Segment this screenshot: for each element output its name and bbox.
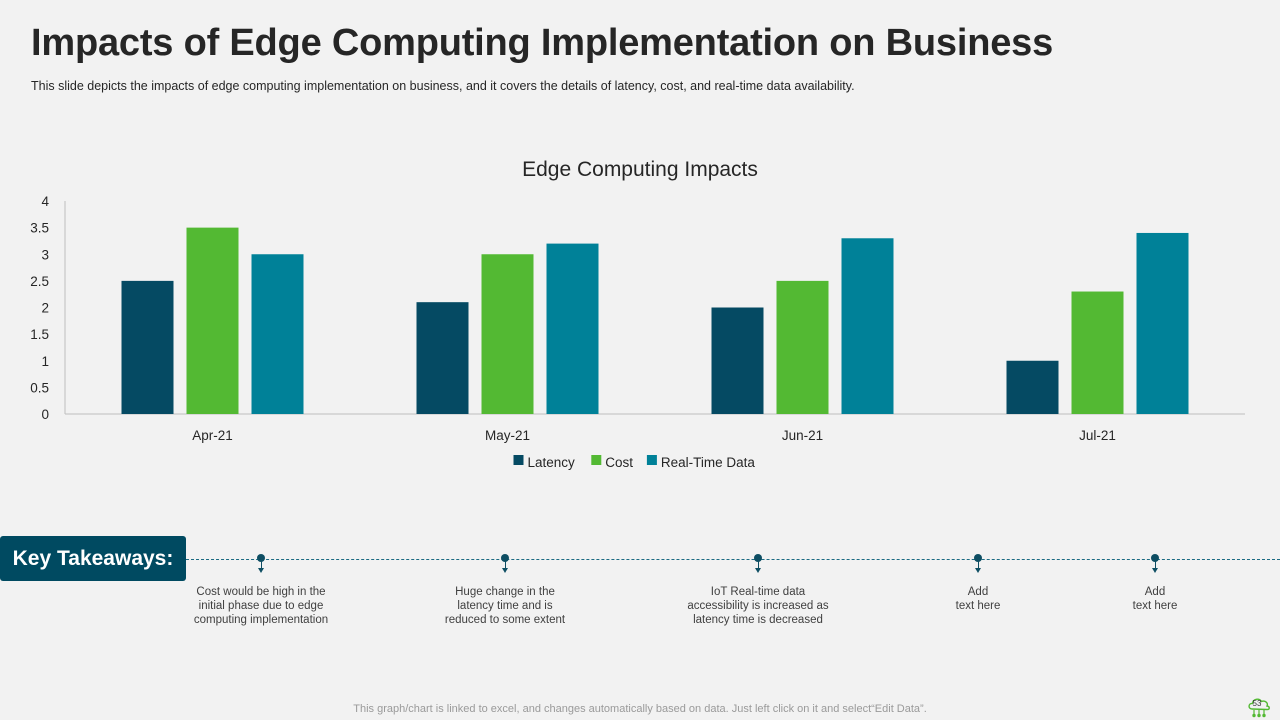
x-tick-label: May-21 xyxy=(485,428,530,443)
legend-label-3: Real-Time Data xyxy=(661,455,756,470)
y-tick-label: 1.5 xyxy=(30,327,49,342)
y-tick-label: 2.5 xyxy=(30,274,49,289)
y-tick-label: 3.5 xyxy=(30,221,49,236)
legend-swatch-3 xyxy=(646,455,657,465)
slide-title: Impacts of Edge Computing Implementation… xyxy=(31,22,1054,64)
y-tick-label: 0.5 xyxy=(30,380,49,395)
takeaway-marker-5 xyxy=(1150,554,1160,576)
takeaway-text-1[interactable]: Cost would be high in the initial phase … xyxy=(193,586,329,626)
x-tick-label: Jul-21 xyxy=(1079,428,1116,443)
takeaway-marker-2 xyxy=(500,554,510,576)
takeaway-text-2[interactable]: Huge change in the latency time and is r… xyxy=(444,586,566,626)
y-tick-label: 0 xyxy=(41,407,49,422)
takeaways-timeline xyxy=(186,559,1280,560)
key-takeaways-label: Key Takeaways: xyxy=(0,536,186,581)
chart-title: Edge Computing Impacts xyxy=(522,158,758,181)
takeaway-text-5[interactable]: Add text here xyxy=(1132,586,1178,612)
legend-label-1: Latency xyxy=(528,455,576,470)
y-tick-label: 4 xyxy=(41,194,49,209)
bar-latency-jun-21 xyxy=(711,307,764,414)
bar-real-time-data-may-21 xyxy=(546,243,599,414)
bar-real-time-data-jun-21 xyxy=(841,238,894,414)
x-tick-label: Jun-21 xyxy=(782,428,823,443)
bar-cost-may-21 xyxy=(481,254,534,414)
takeaway-marker-1 xyxy=(256,554,266,576)
y-tick-label: 2 xyxy=(41,301,49,316)
bar-real-time-data-apr-21 xyxy=(251,254,304,414)
slide-subtitle: This slide depicts the impacts of edge c… xyxy=(31,79,855,93)
legend-swatch-1 xyxy=(513,455,524,465)
edge-computing-impacts-chart[interactable]: Edge Computing Impacts 0 0.5 1 1.5 2 2.5 3 3.5 4 A… xyxy=(0,0,1280,500)
legend-label-2: Cost xyxy=(605,455,633,470)
bar-latency-may-21 xyxy=(416,302,469,414)
y-tick-label: 1 xyxy=(41,354,49,369)
bar-cost-apr-21 xyxy=(186,227,239,414)
page-number: 53 xyxy=(1252,699,1262,708)
bar-cost-jun-21 xyxy=(776,280,829,414)
bar-latency-apr-21 xyxy=(121,280,174,414)
footer-note: This graph/chart is linked to excel, and… xyxy=(353,703,927,715)
legend-swatch-2 xyxy=(591,455,602,465)
bar-real-time-data-jul-21 xyxy=(1136,232,1189,414)
bar-latency-jul-21 xyxy=(1006,360,1059,414)
takeaway-marker-3 xyxy=(753,554,763,576)
cloud-network-icon xyxy=(1248,698,1270,718)
x-tick-label: Apr-21 xyxy=(192,428,233,443)
takeaway-text-4[interactable]: Add text here xyxy=(955,586,1001,612)
bar-cost-jul-21 xyxy=(1071,291,1124,414)
takeaway-text-3[interactable]: IoT Real-time data accessibility is incr… xyxy=(687,586,829,626)
takeaway-marker-4 xyxy=(973,554,983,576)
y-tick-label: 3 xyxy=(41,247,49,262)
